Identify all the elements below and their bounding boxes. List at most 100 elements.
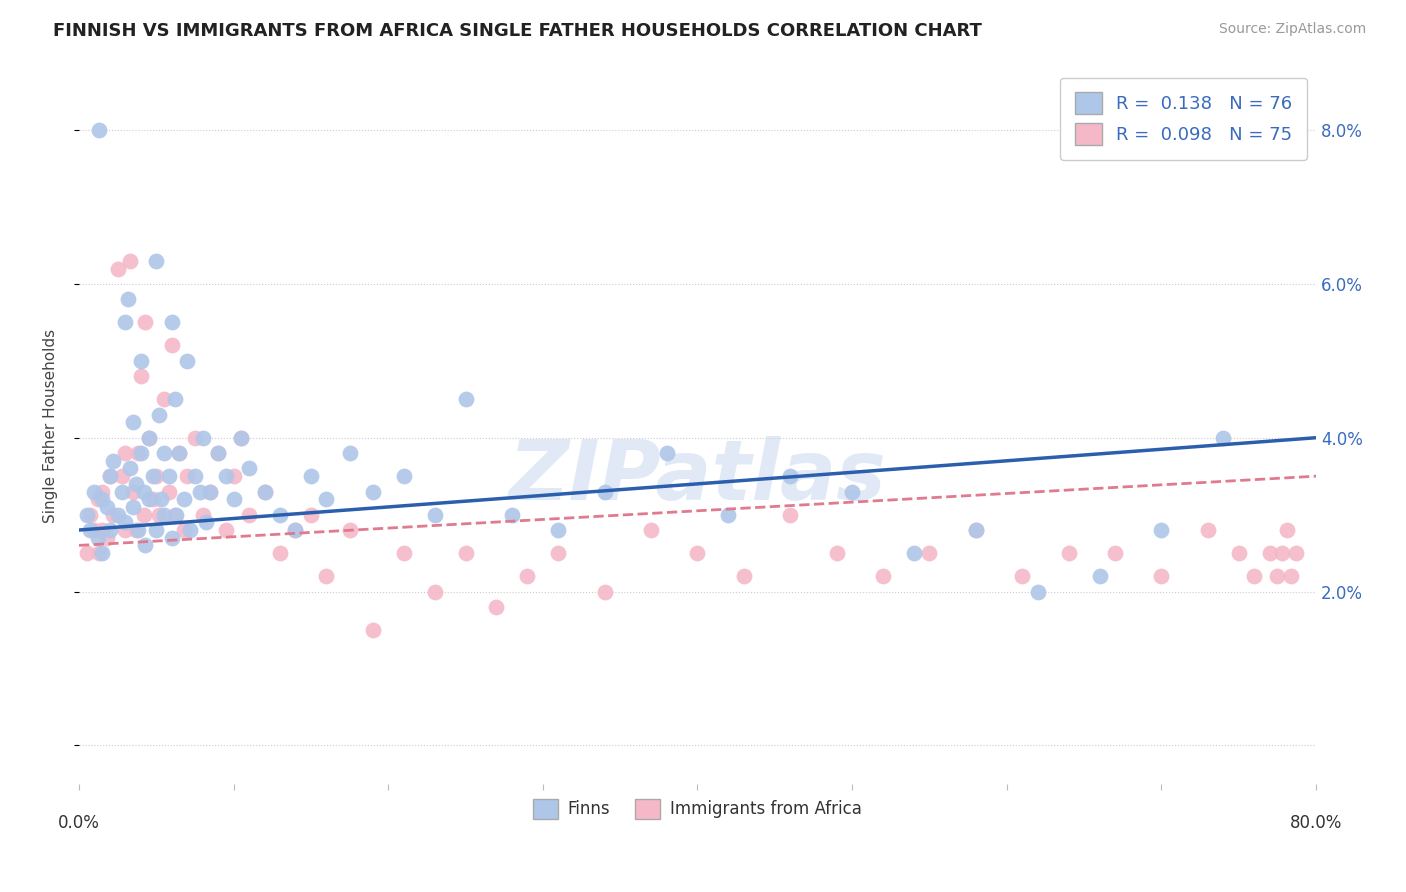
Point (1227, 546, 1250, 560)
Point (315, 569, 337, 583)
Point (299, 469, 322, 483)
Point (127, 446, 149, 460)
Point (215, 523, 238, 537)
Point (1271, 546, 1294, 560)
Point (173, 492, 195, 507)
Point (132, 484, 155, 499)
Point (132, 508, 155, 522)
Point (163, 392, 186, 407)
Point (215, 469, 238, 483)
Point (101, 508, 124, 522)
Point (655, 446, 678, 460)
Point (98, 469, 121, 483)
Point (148, 508, 170, 522)
Point (138, 431, 160, 445)
Point (717, 508, 740, 522)
Point (501, 508, 523, 522)
Point (1243, 569, 1265, 583)
Point (114, 516, 136, 530)
Point (91, 484, 114, 499)
Point (841, 484, 863, 499)
Point (163, 508, 186, 522)
Point (91, 492, 114, 507)
Point (284, 523, 307, 537)
Point (284, 523, 307, 537)
Point (547, 523, 569, 537)
Point (485, 599, 508, 614)
Point (160, 315, 183, 329)
Point (157, 469, 180, 483)
Point (138, 431, 160, 445)
Point (96, 500, 118, 514)
Point (118, 253, 141, 268)
Point (122, 415, 145, 429)
Point (1088, 569, 1111, 583)
Point (157, 484, 180, 499)
Point (640, 523, 662, 537)
Point (231, 431, 253, 445)
Point (238, 461, 260, 475)
Point (339, 523, 361, 537)
Point (83, 484, 105, 499)
Point (87, 123, 110, 137)
Point (111, 469, 134, 483)
Point (160, 531, 183, 545)
Point (593, 484, 616, 499)
Point (184, 469, 207, 483)
Point (1258, 546, 1281, 560)
Point (91, 523, 114, 537)
Point (134, 315, 156, 329)
Point (138, 492, 160, 507)
Point (872, 569, 894, 583)
Point (176, 469, 198, 483)
Text: Source: ZipAtlas.com: Source: ZipAtlas.com (1219, 22, 1367, 37)
Point (153, 392, 176, 407)
Point (918, 546, 941, 560)
Point (79, 508, 101, 522)
Point (98, 469, 121, 483)
Point (179, 523, 201, 537)
Point (1267, 569, 1289, 583)
Point (79, 523, 101, 537)
Point (454, 546, 477, 560)
Point (733, 569, 755, 583)
Point (269, 546, 291, 560)
Point (593, 584, 616, 599)
Point (91, 546, 114, 560)
Point (125, 476, 148, 491)
Point (114, 446, 136, 460)
Point (153, 508, 176, 522)
Point (253, 484, 276, 499)
Point (129, 369, 152, 384)
Point (965, 523, 987, 537)
Point (125, 523, 148, 537)
Point (101, 454, 124, 468)
Point (169, 446, 191, 460)
Text: 0.0%: 0.0% (58, 814, 100, 832)
Point (86, 492, 108, 507)
Point (160, 338, 183, 352)
Point (87, 546, 110, 560)
Point (184, 431, 207, 445)
Point (176, 353, 198, 368)
Point (825, 546, 848, 560)
Point (1026, 584, 1049, 599)
Point (200, 484, 222, 499)
Point (1285, 546, 1308, 560)
Point (392, 469, 415, 483)
Point (188, 484, 211, 499)
Point (149, 492, 172, 507)
Point (207, 446, 229, 460)
Point (253, 484, 276, 499)
Point (779, 508, 801, 522)
Point (686, 546, 709, 560)
Point (423, 584, 446, 599)
Point (114, 523, 136, 537)
Point (145, 469, 167, 483)
Point (191, 431, 214, 445)
Point (1057, 546, 1080, 560)
Point (392, 546, 415, 560)
Point (107, 508, 129, 522)
Point (361, 623, 384, 637)
Point (107, 261, 129, 276)
